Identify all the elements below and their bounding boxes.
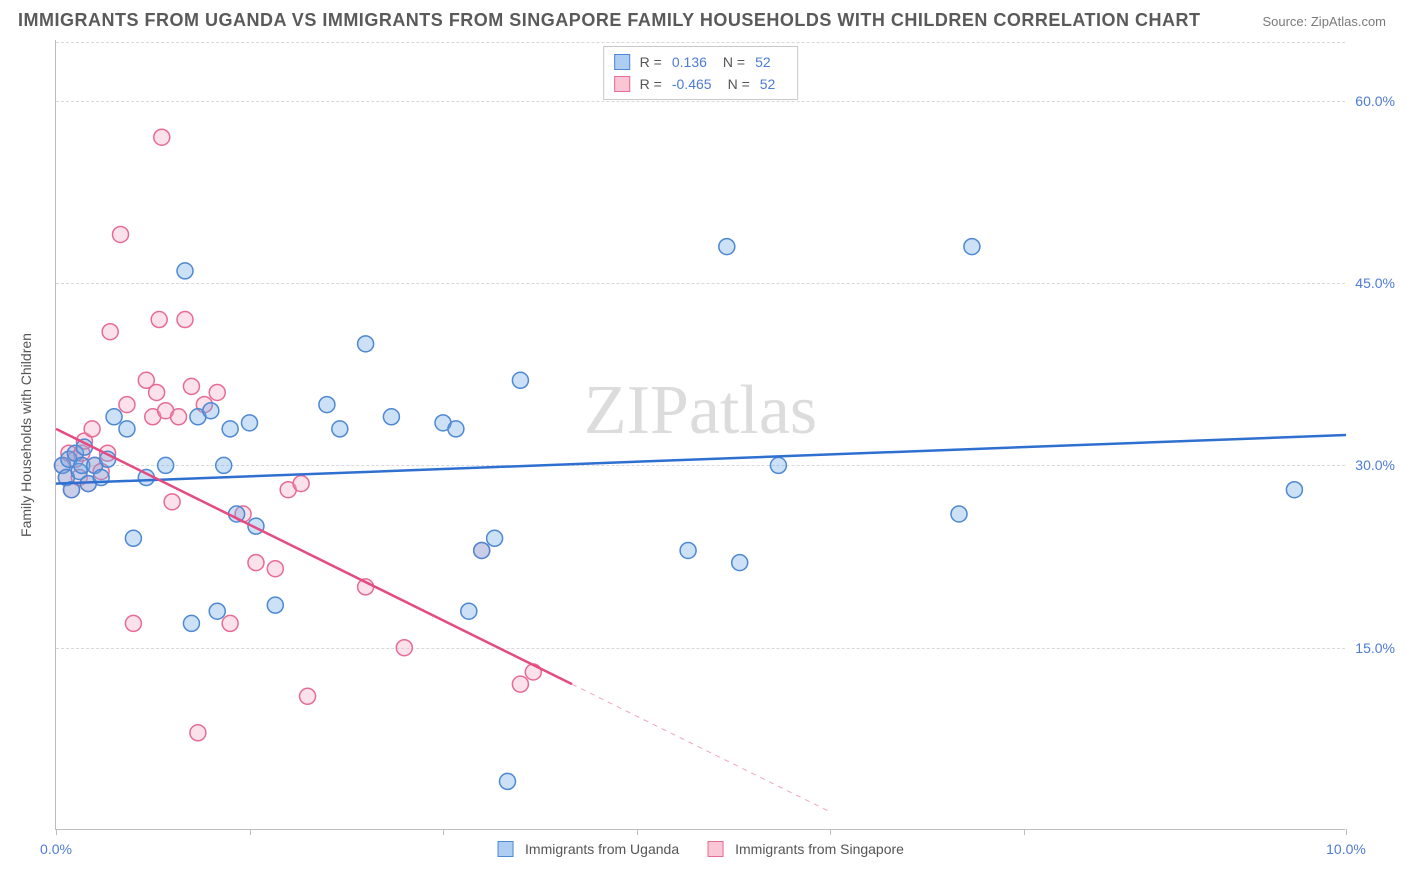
chart-title: IMMIGRANTS FROM UGANDA VS IMMIGRANTS FRO…: [18, 10, 1201, 31]
legend-bottom-item-2: Immigrants from Singapore: [707, 841, 904, 857]
r-label-1: R =: [640, 51, 662, 73]
swatch-singapore-icon: [614, 76, 630, 92]
scatter-point: [149, 384, 165, 400]
scatter-point: [1286, 482, 1302, 498]
scatter-point: [448, 421, 464, 437]
swatch-uganda-icon: [614, 54, 630, 70]
scatter-point: [119, 421, 135, 437]
scatter-point: [500, 773, 516, 789]
n-value-1: 52: [755, 51, 771, 73]
scatter-point: [125, 615, 141, 631]
source-label: Source: ZipAtlas.com: [1262, 14, 1386, 29]
y-tick-label: 30.0%: [1355, 457, 1395, 473]
scatter-point: [222, 615, 238, 631]
scatter-point: [732, 555, 748, 571]
legend-bottom-label-2: Immigrants from Singapore: [735, 841, 904, 857]
scatter-point: [151, 312, 167, 328]
scatter-point: [171, 409, 187, 425]
scatter-point: [84, 421, 100, 437]
r-value-1: 0.136: [672, 51, 707, 73]
trend-line: [56, 435, 1346, 484]
scatter-point: [216, 457, 232, 473]
scatter-point: [177, 263, 193, 279]
x-tick: [1024, 829, 1025, 835]
n-label-1: N =: [723, 51, 745, 73]
scatter-point: [719, 239, 735, 255]
swatch-singapore-icon: [707, 841, 723, 857]
scatter-point: [396, 640, 412, 656]
scatter-point: [154, 129, 170, 145]
scatter-point: [319, 397, 335, 413]
scatter-point: [300, 688, 316, 704]
scatter-point: [190, 725, 206, 741]
scatter-point: [209, 603, 225, 619]
scatter-point: [512, 372, 528, 388]
scatter-point: [222, 421, 238, 437]
legend-bottom: Immigrants from Uganda Immigrants from S…: [497, 841, 904, 857]
x-tick: [637, 829, 638, 835]
scatter-point: [164, 494, 180, 510]
scatter-point: [248, 555, 264, 571]
x-tick: [443, 829, 444, 835]
scatter-point: [680, 542, 696, 558]
scatter-point: [209, 384, 225, 400]
scatter-point: [487, 530, 503, 546]
scatter-point: [102, 324, 118, 340]
scatter-point: [203, 403, 219, 419]
scatter-point: [158, 457, 174, 473]
x-tick: [830, 829, 831, 835]
x-tick: [56, 829, 57, 835]
r-value-2: -0.465: [672, 73, 712, 95]
scatter-point: [113, 226, 129, 242]
scatter-point: [461, 603, 477, 619]
chart-container: IMMIGRANTS FROM UGANDA VS IMMIGRANTS FRO…: [0, 0, 1406, 892]
y-tick-label: 45.0%: [1355, 275, 1395, 291]
legend-top: R = 0.136 N = 52 R = -0.465 N = 52: [603, 46, 799, 100]
scatter-point: [332, 421, 348, 437]
swatch-uganda-icon: [497, 841, 513, 857]
plot-svg: [56, 40, 1345, 829]
scatter-point: [106, 409, 122, 425]
scatter-point: [474, 542, 490, 558]
n-value-2: 52: [760, 73, 776, 95]
scatter-point: [177, 312, 193, 328]
x-tick: [250, 829, 251, 835]
legend-bottom-item-1: Immigrants from Uganda: [497, 841, 679, 857]
scatter-point: [242, 415, 258, 431]
x-tick: [1346, 829, 1347, 835]
y-axis-label: Family Households with Children: [18, 333, 34, 537]
scatter-point: [770, 457, 786, 473]
scatter-point: [951, 506, 967, 522]
r-label-2: R =: [640, 73, 662, 95]
legend-top-row-2: R = -0.465 N = 52: [614, 73, 788, 95]
x-tick-label: 10.0%: [1326, 841, 1366, 857]
scatter-point: [183, 615, 199, 631]
plot-area: ZIPatlas Family Households with Children…: [55, 40, 1345, 830]
legend-top-row-1: R = 0.136 N = 52: [614, 51, 788, 73]
scatter-point: [267, 597, 283, 613]
y-tick-label: 60.0%: [1355, 93, 1395, 109]
y-tick-label: 15.0%: [1355, 640, 1395, 656]
scatter-point: [358, 336, 374, 352]
scatter-point: [183, 378, 199, 394]
scatter-point: [293, 476, 309, 492]
trend-line-dashed: [572, 684, 830, 812]
scatter-point: [512, 676, 528, 692]
legend-bottom-label-1: Immigrants from Uganda: [525, 841, 679, 857]
scatter-point: [125, 530, 141, 546]
scatter-point: [383, 409, 399, 425]
scatter-point: [964, 239, 980, 255]
scatter-point: [119, 397, 135, 413]
n-label-2: N =: [728, 73, 750, 95]
scatter-point: [267, 561, 283, 577]
x-tick-label: 0.0%: [40, 841, 72, 857]
